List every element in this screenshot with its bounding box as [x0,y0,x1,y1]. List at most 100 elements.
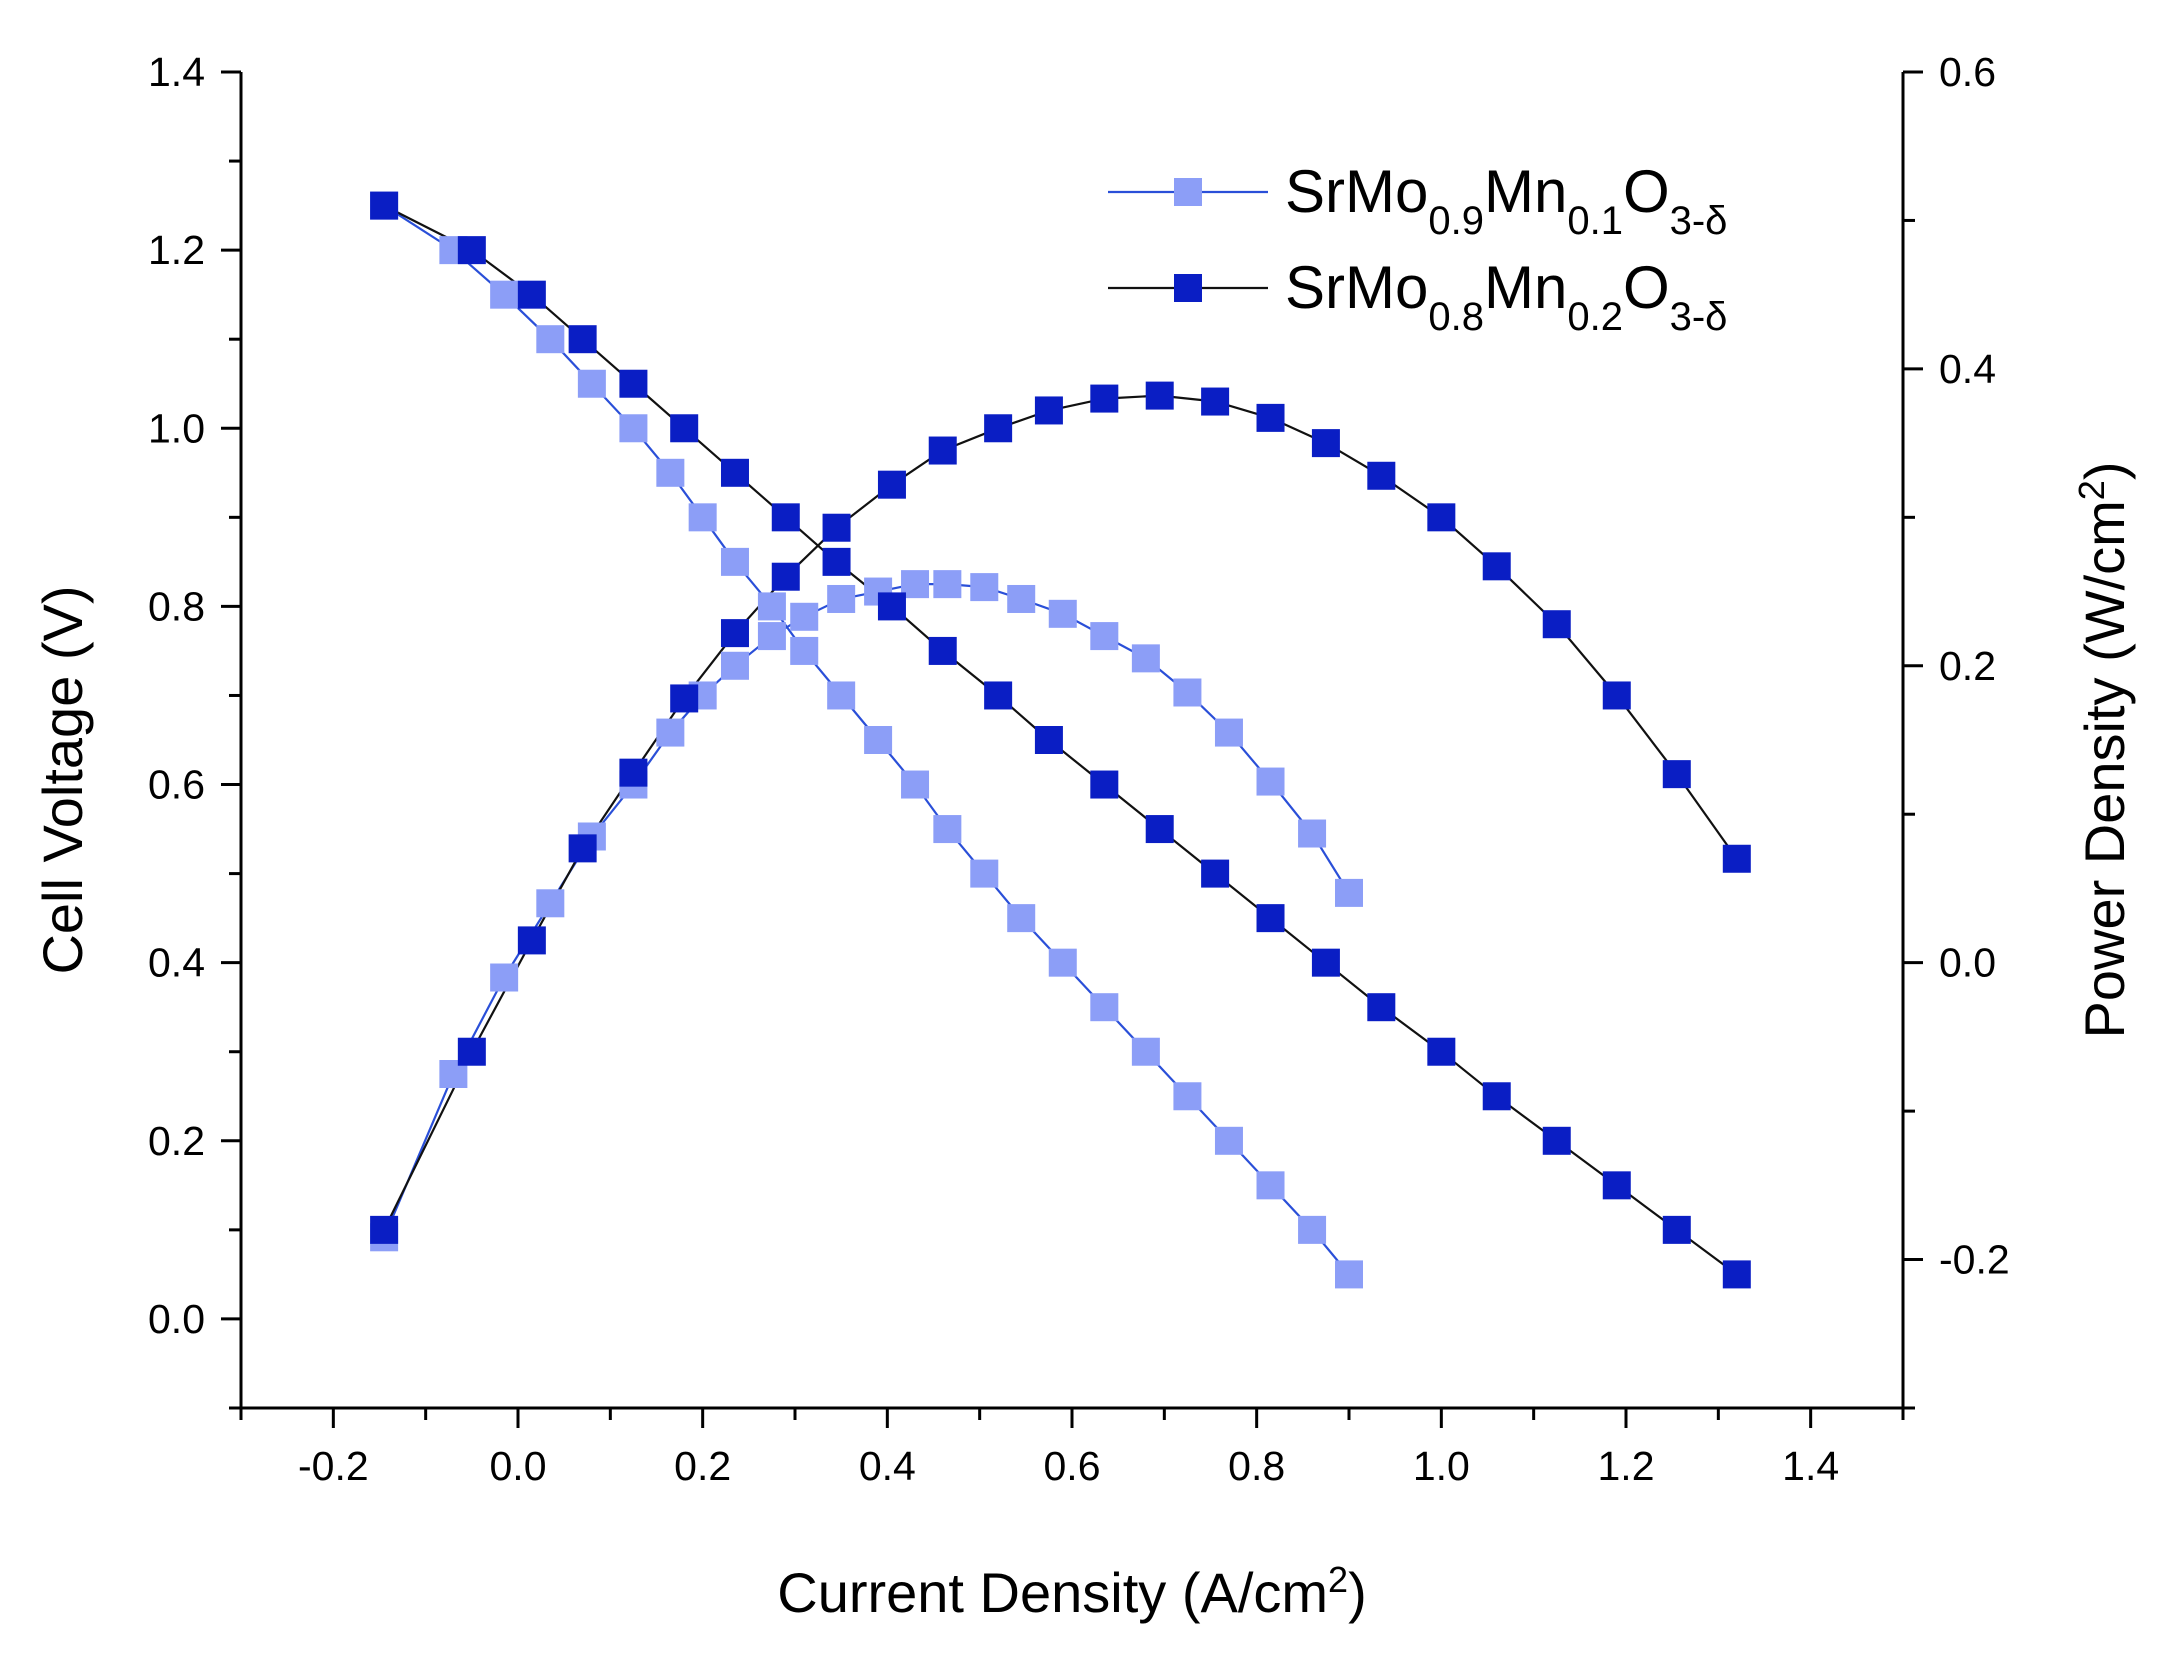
x-axis-title: Current Density (A/cm2) [777,1559,1366,1625]
series-2-voltage-point [1034,726,1063,754]
x-tick-label: 1.2 [1598,1443,1655,1489]
series-2-power-point [1090,384,1119,413]
series-2-voltage-point [1482,1082,1511,1111]
series-1-power-point [970,573,999,602]
axes-layer [221,70,1923,1428]
series-1-power-point [1335,878,1363,907]
series-2-power-point [1311,429,1340,458]
y-left-tick-label: 1.0 [148,405,205,451]
legend-marker-1 [1174,178,1202,206]
series-2-voltage-point [984,681,1013,710]
y-left-tick-label: 0.2 [148,1118,205,1164]
series-1-voltage-point [1256,1171,1285,1200]
series-1-voltage-point [536,325,565,354]
series-1-power-point [827,584,856,613]
series-2-voltage-point [1367,993,1396,1022]
series-2-power-point [619,758,648,787]
series-1-voltage-point [656,458,685,487]
series-2-voltage-point [1722,1260,1751,1289]
series-1-power-point [490,963,519,992]
series-2-power-point [1145,381,1174,410]
series-1-power-point [790,602,819,631]
series-1-power-point [933,570,962,599]
series-2-power-point [984,414,1013,443]
series-2-voltage-point [720,458,749,487]
series-1-voltage-point [619,414,648,443]
series-1-voltage-point [757,592,786,621]
x-tick-label: -0.2 [298,1443,369,1489]
y-left-tick-label: 0.8 [148,583,205,629]
x-axis-title-text: Current Density (A/cm [777,1561,1328,1624]
series-2-voltage-point [517,280,546,309]
series-1-power-point [1131,644,1160,673]
series-1-voltage-point [1048,948,1077,977]
y-right-tick-label: -0.2 [1939,1237,2010,1283]
y-right-axis-title-close: ) [2073,462,2136,481]
series-2-power-point [1201,387,1230,416]
series-2-voltage-point [928,636,957,665]
series-2-power-point [1662,760,1691,789]
series-2-voltage-point [370,191,399,220]
series-2-power-point [1034,396,1063,425]
series-2-power-point [517,926,546,955]
series-1-power-point [1256,767,1285,796]
series-2-voltage-point [1427,1037,1456,1066]
y-left-tick-label: 0.0 [148,1296,205,1342]
x-tick-label: 0.6 [1044,1443,1101,1489]
series-1-voltage-point [790,636,819,665]
y-right-axis-title: Power Density (W/cm2) [2071,462,2137,1039]
series-2-power-point [1482,552,1511,581]
x-tick-label: 0.2 [674,1443,731,1489]
series-2-voltage-point [771,503,800,532]
series-2-power-point [568,834,597,863]
series-1-power-point [1214,718,1243,747]
series-2-power-point [370,1215,399,1244]
series-2-voltage-point [1256,904,1285,933]
series-2-power-point [822,513,851,542]
legend-text-part: Mn [1484,254,1567,321]
y-right-tick-label: 0.6 [1939,49,1996,95]
legend-text-part: Mn [1484,158,1567,225]
series-1-voltage-point [1335,1260,1363,1289]
series-2-voltage-point [1602,1171,1631,1200]
series-1-power-point [1007,584,1036,613]
series-2-voltage-point [670,414,699,443]
legend-text-part: O [1623,254,1670,321]
y-left-tick-label: 0.6 [148,762,205,808]
series-1-power-point [1090,622,1119,651]
series-1-power-point [536,889,565,918]
y-right-tick-label: 0.4 [1939,346,1996,392]
x-tick-label: 0.8 [1228,1443,1285,1489]
y-left-tick-label: 1.2 [148,227,205,273]
series-2-power-point [1427,503,1456,532]
legend-subscript: 3-δ [1670,295,1728,339]
x-axis-title-sup: 2 [1328,1559,1348,1600]
legend-subscript: 0.8 [1428,295,1484,339]
legend-subscript: 0.9 [1428,199,1484,243]
series-markers [370,191,1751,1289]
series-1-voltage-point [490,280,519,309]
x-tick-label: 1.4 [1782,1443,1839,1489]
series-1-power-point [1048,599,1077,628]
series-1-voltage-point [1007,904,1036,933]
x-tick-label: 1.0 [1413,1443,1470,1489]
series-1-voltage-point [1131,1037,1160,1066]
series-1-voltage-point [827,681,856,710]
series-1-voltage-point [864,726,893,754]
series-2-power-point [1256,403,1285,432]
series-1-voltage-point [688,503,717,532]
y-right-tick-label: 0.2 [1939,643,1996,689]
series-1-voltage-point [720,547,749,576]
series-2-voltage-point [1311,948,1340,977]
series-2-voltage-point [1662,1215,1691,1244]
series-2-power-point [1542,610,1571,639]
series-1-voltage-point [933,815,962,844]
legend-label-2: SrMo0.8Mn0.2O3-δ [1285,254,1727,339]
series-1-voltage-point [901,770,930,799]
y-left-tick-label: 0.4 [148,940,205,986]
series-1-voltage-point [1214,1126,1243,1155]
legend-text-part: SrMo [1285,158,1428,225]
series-2-power-point [457,1037,486,1066]
